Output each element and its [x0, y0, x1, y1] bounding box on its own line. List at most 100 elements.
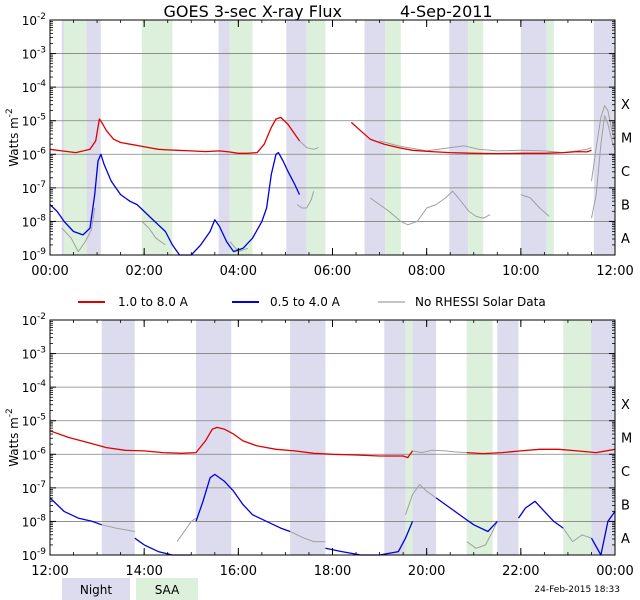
- series-line-no_rhessi: [101, 524, 135, 532]
- saa-interval: [546, 20, 554, 255]
- y-tick-label: 10-6: [22, 446, 47, 462]
- series-line-no_rhessi: [466, 521, 498, 549]
- series-line-short: [435, 497, 498, 533]
- flare-class-label: X: [621, 98, 630, 113]
- series-line-long: [350, 121, 592, 155]
- y-tick-label: 10-5: [22, 113, 46, 129]
- y-tick-label: 10-7: [22, 180, 46, 196]
- chart-date: 4-Sep-2011: [400, 2, 493, 21]
- night-interval: [290, 320, 326, 555]
- series-line-short: [49, 497, 103, 526]
- saa-interval: [385, 20, 401, 255]
- series-line-no_rhessi: [61, 207, 96, 253]
- x-tick-label: 02:00: [125, 264, 162, 279]
- legend-long-label: 1.0 to 8.0 A: [118, 295, 189, 309]
- legend-saa-swatch: [136, 578, 198, 600]
- series-line-no_rhessi: [369, 190, 491, 226]
- night-interval: [384, 320, 406, 555]
- series-line-no_rhessi: [591, 115, 616, 219]
- night-interval: [591, 320, 615, 555]
- x-tick-label: 08:00: [408, 264, 445, 279]
- x-tick-label: 12:00: [596, 264, 633, 279]
- footer-timestamp: 24-Feb-2015 18:33: [534, 585, 620, 595]
- flare-class-label: M: [621, 132, 632, 147]
- x-tick-label: 16:00: [220, 564, 257, 579]
- night-interval: [593, 20, 615, 255]
- flare-class-label: B: [621, 199, 630, 214]
- legend-night-swatch: [62, 578, 130, 600]
- x-tick-label: 00:00: [31, 264, 68, 279]
- chart-title: GOES 3-sec X-ray Flux: [164, 2, 343, 21]
- flare-class-label: B: [621, 499, 630, 514]
- shading-legend: Night SAA: [62, 578, 198, 600]
- series-line-long: [49, 426, 414, 459]
- y-axis-label: Watts m-2: [5, 408, 21, 467]
- x-tick-label: 14:00: [125, 564, 162, 579]
- series-line-long: [49, 116, 301, 154]
- series-line-no_rhessi: [591, 105, 616, 182]
- night-interval: [364, 20, 386, 255]
- legend-night-label: Night: [80, 583, 113, 597]
- flare-class-label: M: [621, 432, 632, 447]
- series-line-short: [517, 500, 564, 529]
- night-interval: [497, 320, 519, 555]
- saa-interval: [141, 20, 173, 255]
- night-interval: [520, 20, 547, 255]
- series-line-no_rhessi: [176, 517, 197, 542]
- y-tick-label: 10-9: [22, 247, 47, 263]
- night-interval: [412, 320, 437, 555]
- series-line-no_rhessi: [405, 484, 437, 515]
- y-tick-label: 10-8: [22, 213, 47, 229]
- series-line-no_rhessi: [299, 140, 319, 150]
- flare-class-label: C: [621, 165, 630, 180]
- night-interval: [101, 320, 135, 555]
- legend-saa-label: SAA: [155, 583, 180, 597]
- flare-class-label: A: [621, 232, 630, 247]
- y-tick-label: 10-2: [22, 12, 46, 28]
- legend-short-label: 0.5 to 4.0 A: [270, 295, 341, 309]
- series-line-no_rhessi: [289, 531, 326, 543]
- y-tick-label: 10-9: [22, 547, 47, 563]
- y-tick-label: 10-6: [22, 146, 47, 162]
- x-tick-label: 04:00: [220, 264, 257, 279]
- bottom-panel: 10-2 10-3 10-4 10-5 10-6 10-7 10-8 10-912:00 14:…: [5, 312, 634, 579]
- y-tick-label: 10-3: [22, 346, 46, 362]
- x-tick-label: 12:00: [31, 564, 68, 579]
- y-tick-label: 10-8: [22, 513, 47, 529]
- night-interval: [449, 20, 469, 255]
- x-tick-label: 20:00: [408, 564, 445, 579]
- y-tick-label: 10-2: [22, 312, 46, 328]
- x-tick-label: 06:00: [314, 264, 351, 279]
- series-line-no_rhessi: [520, 194, 550, 217]
- night-interval: [195, 320, 232, 555]
- saa-interval: [306, 20, 326, 255]
- series-line-short: [590, 511, 616, 556]
- saa-interval: [468, 20, 484, 255]
- flare-class-label: A: [621, 532, 630, 547]
- series-line-no_rhessi: [379, 140, 592, 154]
- series-line-long: [466, 448, 616, 455]
- top-panel: 10-2 10-3 10-4 10-5 10-6 10-7 10-8 10-900:00 02:…: [5, 12, 634, 279]
- y-axis-label: Watts m-2: [5, 108, 21, 167]
- saa-interval: [405, 320, 413, 555]
- saa-interval: [229, 20, 253, 255]
- saa-interval: [64, 20, 87, 255]
- flare-class-label: C: [621, 465, 630, 480]
- series-line-no_rhessi: [562, 527, 592, 543]
- series-line-short: [195, 473, 291, 533]
- y-tick-label: 10-5: [22, 413, 46, 429]
- y-tick-label: 10-7: [22, 480, 46, 496]
- x-tick-label: 10:00: [502, 264, 539, 279]
- y-tick-label: 10-4: [22, 79, 47, 95]
- legend-no-rhessi-label: No RHESSI Solar Data: [415, 295, 546, 309]
- series-line-short: [134, 537, 192, 556]
- saa-interval: [466, 320, 493, 555]
- series-line-no_rhessi: [141, 221, 166, 246]
- series-legend: 1.0 to 8.0 A 0.5 to 4.0 A No RHESSI Sola…: [78, 295, 546, 309]
- series-line-short: [49, 151, 301, 256]
- series-line-no_rhessi: [296, 191, 315, 209]
- y-tick-label: 10-4: [22, 379, 47, 395]
- flare-class-label: X: [621, 398, 630, 413]
- x-tick-label: 22:00: [502, 564, 539, 579]
